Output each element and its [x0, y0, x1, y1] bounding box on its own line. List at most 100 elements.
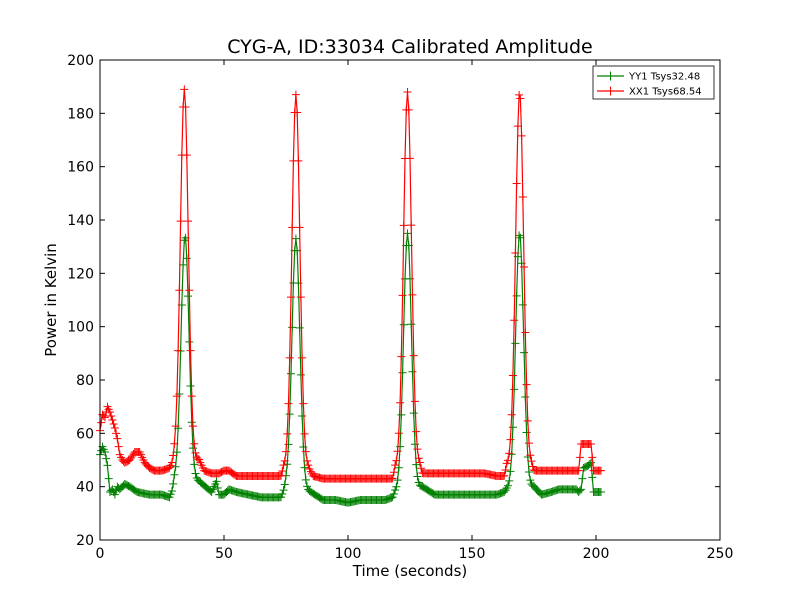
data-point [506, 435, 515, 444]
data-point [588, 453, 597, 462]
data-point [510, 385, 519, 394]
data-point [296, 293, 305, 302]
data-point [108, 416, 117, 424]
data-point [526, 476, 535, 485]
data-point [186, 382, 195, 391]
y-tick-label: 20 [76, 533, 94, 549]
x-tick-label: 50 [215, 546, 233, 562]
legend-swatch-marker [606, 71, 615, 81]
data-point [105, 408, 114, 416]
data-point [104, 474, 113, 483]
data-point [575, 453, 584, 462]
data-point [522, 428, 531, 437]
data-point [408, 367, 417, 376]
data-point [170, 470, 179, 479]
y-tick-label: 80 [76, 373, 94, 389]
data-point [520, 263, 529, 272]
data-point [391, 461, 400, 470]
data-point [417, 464, 426, 473]
data-point [288, 323, 297, 332]
data-point [112, 429, 121, 438]
data-point [391, 486, 400, 495]
data-point [397, 352, 406, 361]
data-point [587, 440, 596, 448]
data-point [175, 286, 184, 295]
data-point [166, 490, 175, 499]
data-point [503, 456, 512, 465]
data-point [507, 410, 516, 419]
data-point [403, 88, 412, 96]
y-tick-label: 180 [67, 106, 94, 122]
data-point [172, 392, 181, 401]
legend-items: YY1 Tsys32.48 XX1 Tsys68.54 [597, 71, 702, 98]
data-point [404, 105, 413, 114]
data-point [398, 368, 407, 377]
data-point [185, 286, 194, 295]
data-point [182, 254, 191, 263]
data-point [513, 122, 522, 131]
data-point [212, 477, 221, 486]
x-tick-label: 250 [707, 546, 734, 562]
data-point [278, 489, 287, 498]
data-point [167, 486, 176, 495]
data-point [181, 102, 190, 111]
data-point [186, 346, 195, 355]
data-point [398, 291, 407, 300]
data-point [575, 486, 584, 495]
data-point [100, 413, 109, 422]
data-point [113, 434, 122, 443]
data-point [303, 482, 312, 491]
data-point [293, 108, 302, 117]
data-point [279, 486, 288, 495]
data-point [171, 462, 180, 471]
data-point [501, 466, 510, 475]
data-point [515, 90, 524, 99]
data-point [97, 418, 106, 427]
data-point [300, 429, 309, 438]
data-point [190, 439, 199, 448]
x-tick-label: 0 [96, 546, 105, 562]
data-point [187, 392, 196, 401]
data-point [296, 370, 305, 379]
data-point [110, 490, 119, 499]
data-point [291, 234, 300, 243]
data-point [407, 221, 416, 230]
data-point [285, 410, 294, 419]
data-point [189, 444, 197, 453]
legend-item: XX1 Tsys68.54 [597, 86, 702, 98]
data-point [285, 353, 294, 362]
legend-frame [592, 65, 715, 100]
data-point [172, 448, 181, 457]
data-point [500, 471, 509, 480]
data-point [399, 320, 408, 329]
data-point [394, 429, 403, 438]
data-point [109, 420, 118, 428]
data-point [412, 460, 421, 469]
data-point [304, 461, 313, 470]
data-point [286, 293, 295, 302]
y-tick-label: 140 [67, 213, 94, 229]
data-point [588, 473, 597, 482]
series-layer [96, 85, 605, 507]
data-point [577, 485, 586, 494]
data-point [523, 416, 532, 425]
data-point [185, 337, 194, 346]
data-point [277, 471, 286, 480]
y-axis-label: Power in Kelvin [42, 243, 60, 357]
data-point [403, 229, 412, 238]
data-point [189, 422, 197, 431]
data-point [399, 221, 408, 230]
data-point [295, 323, 304, 332]
data-point [388, 474, 397, 483]
x-tick-label: 200 [583, 546, 610, 562]
data-point [288, 223, 297, 232]
data-point [503, 481, 512, 490]
data-point [409, 351, 418, 360]
data-point [527, 457, 536, 466]
data-point [180, 85, 189, 94]
data-point [528, 462, 537, 471]
data-point [278, 466, 287, 475]
data-point [510, 316, 519, 325]
legend-swatch-marker [606, 86, 615, 96]
